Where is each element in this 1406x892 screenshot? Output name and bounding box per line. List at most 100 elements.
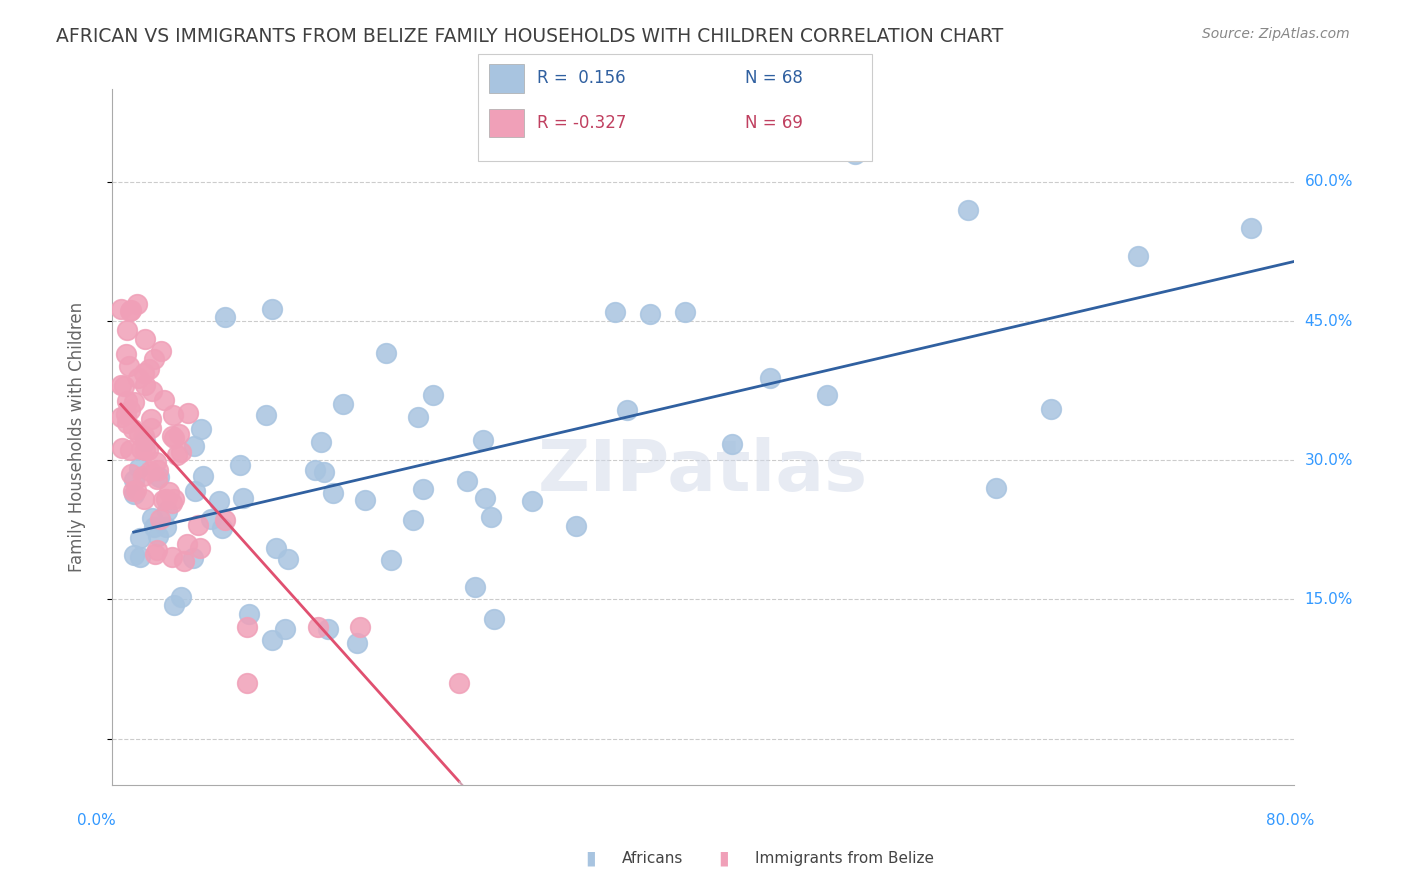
Point xyxy=(162,408,184,422)
Text: 60.0%: 60.0% xyxy=(1305,175,1353,189)
Point xyxy=(232,491,254,505)
Point xyxy=(307,620,329,634)
Point xyxy=(236,620,259,634)
Point xyxy=(141,511,163,525)
Point xyxy=(141,384,163,399)
Point xyxy=(125,483,148,498)
Text: Source: ZipAtlas.com: Source: ZipAtlas.com xyxy=(1202,27,1350,41)
Point xyxy=(354,493,377,508)
Point xyxy=(318,622,340,636)
Point xyxy=(277,552,299,566)
Point xyxy=(162,496,184,510)
Point xyxy=(134,443,156,458)
Text: R =  0.156: R = 0.156 xyxy=(537,70,626,87)
Point xyxy=(131,442,153,456)
Point xyxy=(274,622,297,636)
Point xyxy=(162,492,184,507)
Point xyxy=(211,521,233,535)
Point xyxy=(110,409,132,424)
Point xyxy=(304,463,326,477)
Point xyxy=(132,366,155,380)
Point xyxy=(456,474,478,488)
Point xyxy=(616,403,638,417)
Text: Immigrants from Belize: Immigrants from Belize xyxy=(755,851,934,865)
Point xyxy=(156,504,179,518)
Point xyxy=(401,513,423,527)
Point xyxy=(238,607,260,621)
Point xyxy=(122,548,145,562)
Point xyxy=(128,461,150,475)
Point xyxy=(120,303,142,318)
Point xyxy=(169,427,191,442)
Text: ▮: ▮ xyxy=(585,848,596,868)
Point xyxy=(214,310,236,325)
Point xyxy=(844,147,866,161)
Point xyxy=(815,388,838,402)
Point xyxy=(184,484,207,499)
Point xyxy=(214,513,236,527)
Point xyxy=(170,591,193,605)
Point xyxy=(143,547,166,561)
Point xyxy=(132,492,155,507)
Point xyxy=(150,343,173,358)
Point xyxy=(322,486,344,500)
Point xyxy=(115,416,138,430)
Point xyxy=(129,550,152,565)
Point xyxy=(346,636,368,650)
Point xyxy=(236,676,259,690)
Point xyxy=(143,520,166,534)
Point xyxy=(474,491,496,505)
Point xyxy=(114,407,136,421)
Point xyxy=(312,465,335,479)
Point xyxy=(145,543,167,558)
Point xyxy=(262,632,284,647)
Point xyxy=(1126,249,1149,263)
Point xyxy=(139,421,162,435)
Point xyxy=(162,598,184,612)
Point xyxy=(122,395,145,409)
Point xyxy=(482,612,505,626)
Point xyxy=(153,393,176,408)
Point xyxy=(148,470,170,484)
Text: N = 68: N = 68 xyxy=(745,70,803,87)
Point xyxy=(155,520,177,534)
Point xyxy=(190,422,212,436)
Point xyxy=(447,676,470,690)
Point xyxy=(229,458,252,473)
Point xyxy=(374,346,396,360)
Point xyxy=(160,549,183,564)
Point xyxy=(127,371,149,385)
Point xyxy=(138,442,160,457)
Text: 0.0%: 0.0% xyxy=(77,814,117,828)
Point xyxy=(638,307,661,321)
Point xyxy=(422,388,444,402)
Point xyxy=(380,553,402,567)
Point xyxy=(134,332,156,346)
Point xyxy=(188,541,211,556)
Point xyxy=(673,305,696,319)
Point xyxy=(603,305,626,319)
Point xyxy=(986,481,1008,495)
Point xyxy=(163,431,186,445)
Point xyxy=(120,303,142,318)
Point xyxy=(149,512,172,526)
Point xyxy=(115,323,138,337)
Text: N = 69: N = 69 xyxy=(745,114,803,132)
Point xyxy=(122,487,145,501)
Point xyxy=(200,512,222,526)
Point xyxy=(146,529,169,543)
Point xyxy=(146,472,169,486)
Point xyxy=(260,301,283,316)
Y-axis label: Family Households with Children: Family Households with Children xyxy=(67,302,86,572)
Point xyxy=(121,422,143,436)
Point xyxy=(170,445,193,459)
Point xyxy=(759,371,782,385)
Point xyxy=(160,429,183,443)
Point xyxy=(183,439,205,453)
Point xyxy=(464,581,486,595)
Point xyxy=(118,359,141,373)
Text: ZIPatlas: ZIPatlas xyxy=(538,437,868,507)
Point xyxy=(471,433,494,447)
Point xyxy=(110,378,132,392)
Point xyxy=(187,518,209,533)
